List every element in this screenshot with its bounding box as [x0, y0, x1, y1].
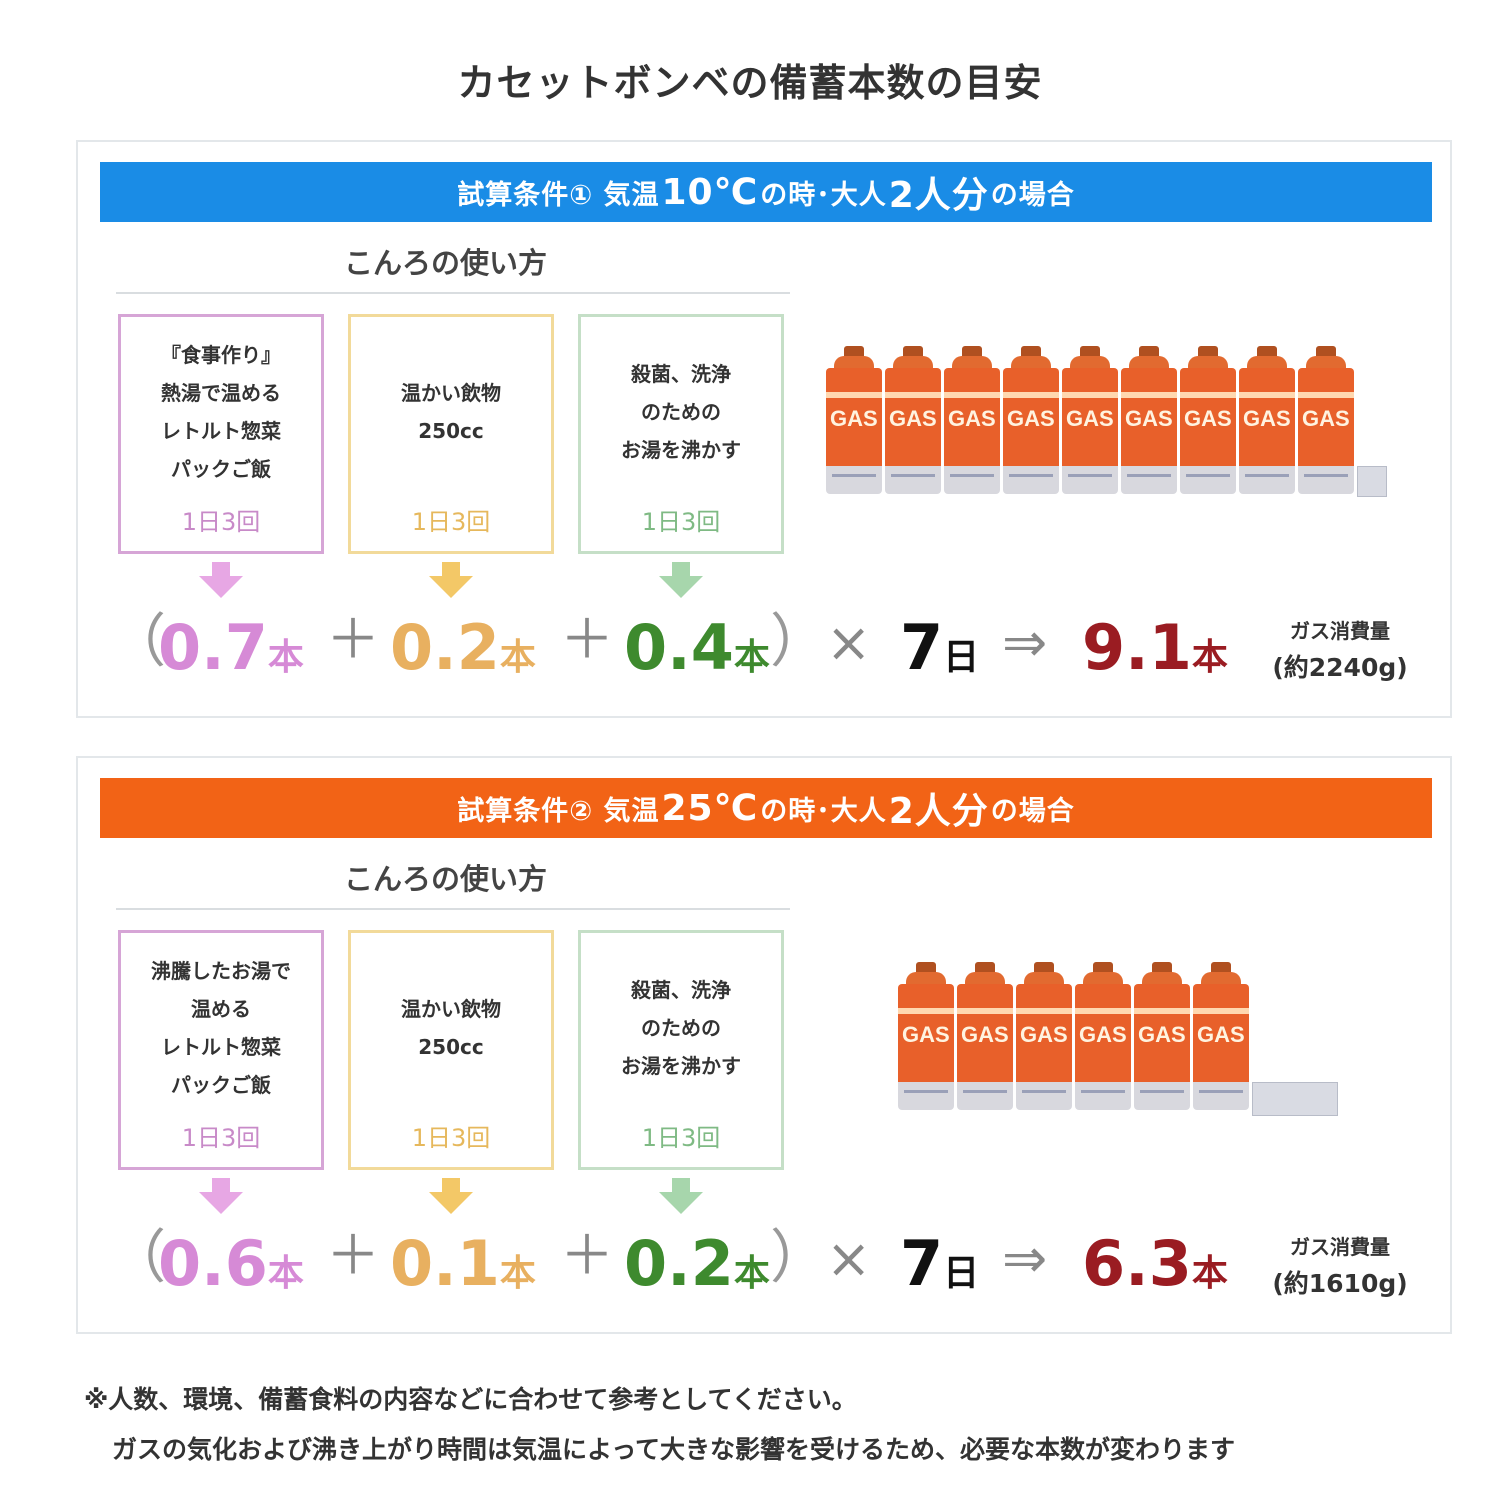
usage-card-desc: 殺菌、洗浄 のための お湯を沸かす	[621, 362, 741, 462]
banner-temperature: 10℃	[661, 171, 759, 213]
usage-card-drink: 温かい飲物 250cc 1日3回	[348, 930, 554, 1170]
gas-can-icon: GAS	[1180, 346, 1236, 494]
footnote: ※人数、環境、備蓄食料の内容などに合わせて参考としてください。	[84, 1385, 857, 1414]
days: 7日	[900, 1227, 980, 1300]
gas-consumption: ガス消費量 (約1610g)	[1272, 1235, 1408, 1298]
gas-can-icon: GAS	[1239, 346, 1295, 494]
usage-card-desc: 殺菌、洗浄 のための お湯を沸かす	[621, 978, 741, 1078]
close-paren: ）	[770, 607, 829, 675]
days: 7日	[900, 611, 980, 684]
banner-text: 試算条件① 気温	[457, 179, 660, 211]
usage-card-desc: 温かい飲物 250cc	[401, 997, 501, 1059]
plus-sign: ＋	[560, 608, 614, 671]
sterilize-bottles: 0.2本	[624, 1227, 770, 1300]
times-sign: ×	[826, 1227, 872, 1290]
gas-can-icon: GAS	[1062, 346, 1118, 494]
divider	[116, 292, 790, 294]
gas-cans-illustration: GAS GAS GAS GAS GAS GAS GAS GAS GAS	[826, 346, 1426, 506]
formula: （ 0.7本 ＋ 0.2本 ＋ 0.4本 ） × 7日 ⇒ 9.1本 ガス消費量…	[78, 604, 1454, 684]
gas-can-icon: GAS	[1003, 346, 1059, 494]
condition-banner-2: 試算条件② 気温 25℃ の時･大人 2人分 の場合	[100, 778, 1432, 838]
banner-text: 試算条件② 気温	[457, 795, 660, 827]
usage-card-meal: 『食事作り』 熱湯で温める レトルト惣菜 パックご飯 1日3回	[118, 314, 324, 554]
banner-temperature: 25℃	[661, 787, 759, 829]
gas-can-icon: GAS	[1016, 962, 1072, 1110]
sterilize-bottles: 0.4本	[624, 611, 770, 684]
divider	[116, 908, 790, 910]
drink-bottles: 0.1本	[390, 1227, 536, 1300]
page-title: カセットボンベの備蓄本数の目安	[457, 61, 1043, 105]
open-paren: （	[108, 1223, 167, 1291]
gas-can-icon: GAS	[1298, 346, 1354, 494]
usage-card-frequency: 1日3回	[411, 508, 491, 536]
usage-title: こんろの使い方	[344, 862, 548, 896]
gas-can-icon: GAS	[826, 346, 882, 494]
partial-gas-can-icon	[1252, 1082, 1338, 1116]
usage-title: こんろの使い方	[344, 246, 548, 280]
banner-text: の時･大人	[760, 179, 887, 211]
arrow-icon: ⇒	[1002, 1227, 1048, 1290]
usage-card-frequency: 1日3回	[641, 1124, 721, 1152]
usage-card-sterilize: 殺菌、洗浄 のための お湯を沸かす 1日3回	[578, 314, 784, 554]
drink-bottles: 0.2本	[390, 611, 536, 684]
partial-gas-can-icon	[1357, 466, 1387, 497]
condition-banner-1: 試算条件① 気温 10℃ の時･大人 2人分 の場合	[100, 162, 1432, 222]
arrow-icon: ⇒	[1002, 611, 1048, 674]
gas-can-icon: GAS	[1121, 346, 1177, 494]
condition-panel-2: 試算条件② 気温 25℃ の時･大人 2人分 の場合 こんろの使い方 沸騰したお…	[76, 756, 1452, 1334]
close-paren: ）	[770, 1223, 829, 1291]
plus-sign: ＋	[326, 1224, 380, 1287]
times-sign: ×	[826, 611, 872, 674]
meal-bottles: 0.6本	[158, 1227, 304, 1300]
formula: （ 0.6本 ＋ 0.1本 ＋ 0.2本 ） × 7日 ⇒ 6.3本 ガス消費量…	[78, 1220, 1454, 1300]
usage-card-drink: 温かい飲物 250cc 1日3回	[348, 314, 554, 554]
gas-can-icon: GAS	[957, 962, 1013, 1110]
plus-sign: ＋	[560, 1224, 614, 1287]
banner-text: の時･大人	[760, 795, 887, 827]
usage-card-frequency: 1日3回	[641, 508, 721, 536]
usage-card-sterilize: 殺菌、洗浄 のための お湯を沸かす 1日3回	[578, 930, 784, 1170]
gas-can-icon: GAS	[898, 962, 954, 1110]
gas-consumption: ガス消費量 (約2240g)	[1272, 619, 1408, 682]
gas-can-icon: GAS	[1134, 962, 1190, 1110]
gas-can-icon: GAS	[944, 346, 1000, 494]
plus-sign: ＋	[326, 608, 380, 671]
usage-card-frequency: 1日3回	[411, 1124, 491, 1152]
footnote: ガスの気化および沸き上がり時間は気温によって大きな影響を受けるため、必要な本数が…	[112, 1435, 1236, 1464]
banner-text: の場合	[990, 795, 1075, 827]
usage-card-frequency: 1日3回	[181, 508, 261, 536]
gas-can-icon: GAS	[1075, 962, 1131, 1110]
gas-can-icon: GAS	[885, 346, 941, 494]
banner-text: の場合	[990, 179, 1075, 211]
banner-people: 2人分	[888, 175, 989, 216]
meal-bottles: 0.7本	[158, 611, 304, 684]
usage-card-meal: 沸騰したお湯で 温める レトルト惣菜 パックご飯 1日3回	[118, 930, 324, 1170]
gas-can-icon: GAS	[1193, 962, 1249, 1110]
total-bottles: 9.1本	[1082, 611, 1228, 684]
open-paren: （	[108, 607, 167, 675]
usage-card-desc: 『食事作り』 熱湯で温める レトルト惣菜 パックご飯	[161, 343, 281, 481]
banner-people: 2人分	[888, 791, 989, 832]
condition-panel-1: 試算条件① 気温 10℃ の時･大人 2人分 の場合 こんろの使い方 『食事作り…	[76, 140, 1452, 718]
total-bottles: 6.3本	[1082, 1227, 1228, 1300]
usage-card-frequency: 1日3回	[181, 1124, 261, 1152]
usage-card-desc: 沸騰したお湯で 温める レトルト惣菜 パックご飯	[151, 959, 291, 1097]
gas-cans-illustration: GAS GAS GAS GAS GAS GAS	[898, 962, 1378, 1122]
usage-card-desc: 温かい飲物 250cc	[401, 381, 501, 443]
